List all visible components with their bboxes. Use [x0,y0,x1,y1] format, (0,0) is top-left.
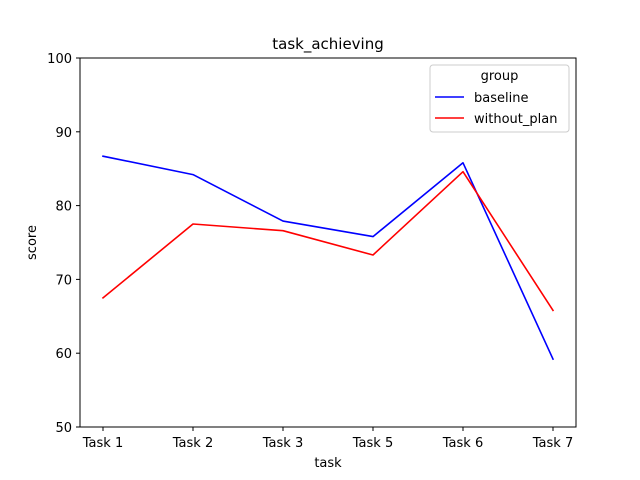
legend-label-baseline: baseline [474,91,528,106]
y-tick-label: 90 [55,126,72,141]
y-tick-label: 80 [55,200,72,215]
plot-area: Task 1 Task 2 Task 3 Task 5 Task 6 Task 7 50 60… [47,52,573,451]
x-tick-label: Task 2 [172,436,213,451]
x-tick-label: Task 7 [532,436,573,451]
x-tick-label: Task 1 [82,436,123,451]
legend: group baseline without_plan [429,64,570,133]
y-tick-label: 50 [55,421,72,436]
y-tick-label: 70 [55,273,72,288]
x-tick-label: Task 5 [352,436,393,451]
series-line-without_plan [101,170,555,312]
x-axis-label: task [314,456,342,471]
chart-title: task_achieving [272,35,384,54]
legend-items: baseline without_plan [435,91,557,127]
plot-frame [79,57,577,428]
y-tick-label: 100 [47,52,72,67]
x-tick-label: Task 3 [262,436,303,451]
legend-label-without_plan: without_plan [474,112,557,127]
y-axis-label: score [25,225,40,260]
y-tick-label: 60 [55,347,72,362]
legend-box [429,64,570,133]
legend-title: group [481,69,519,84]
x-tick-label: Task 6 [442,436,483,451]
